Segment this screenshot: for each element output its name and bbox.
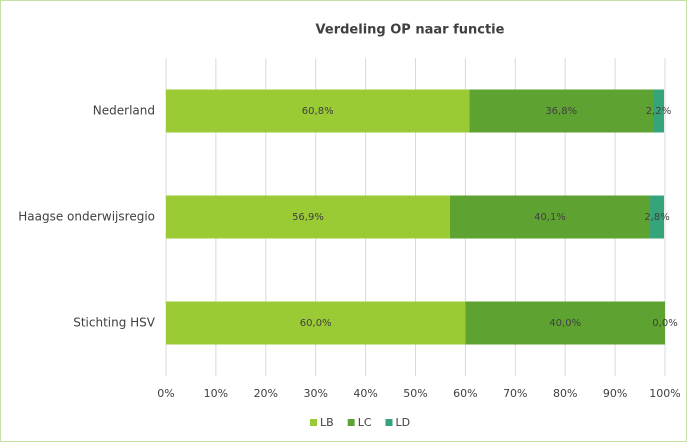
bar-segment	[166, 301, 466, 345]
bar-segment	[166, 89, 470, 133]
legend-label: LC	[358, 416, 372, 429]
chart-title: Verdeling OP naar functie	[316, 23, 505, 38]
bar-segment	[166, 195, 450, 239]
legend-swatch	[385, 419, 393, 426]
legend-label: LB	[320, 416, 334, 429]
x-tick-label: 30%	[303, 387, 327, 400]
bar-segment	[465, 301, 665, 345]
x-tick-label: 70%	[503, 387, 527, 400]
bar-segment	[449, 195, 651, 239]
data-label: 36,8%	[545, 106, 577, 117]
x-tick-label: 80%	[553, 387, 577, 400]
data-label: 0,0%	[652, 318, 677, 329]
x-tick-label: 20%	[254, 387, 278, 400]
bar-segment	[469, 89, 654, 133]
data-label: 56,9%	[292, 212, 324, 223]
y-tick-label: Nederland	[93, 104, 155, 118]
x-tick-label: 90%	[603, 387, 627, 400]
legend-swatch	[347, 419, 355, 426]
y-tick-label: Stichting HSV	[73, 316, 156, 330]
bar-segment	[650, 195, 665, 239]
data-label: 40,0%	[549, 318, 581, 329]
y-tick-label: Haagse onderwijsregio	[18, 210, 155, 224]
x-tick-label: 50%	[403, 387, 427, 400]
x-tick-label: 0%	[157, 387, 174, 400]
x-tick-label: 40%	[353, 387, 377, 400]
x-tick-label: 100%	[649, 387, 680, 400]
x-tick-label: 10%	[204, 387, 228, 400]
data-label: 2,8%	[644, 212, 669, 223]
data-label: 40,1%	[534, 212, 566, 223]
data-label: 60,0%	[300, 318, 332, 329]
legend-label: LD	[396, 416, 411, 429]
bar-segment	[653, 89, 665, 133]
legend-swatch	[310, 419, 317, 426]
x-tick-label: 60%	[453, 387, 477, 400]
data-label: 60,8%	[302, 106, 334, 117]
data-label: 2,2%	[646, 106, 671, 117]
